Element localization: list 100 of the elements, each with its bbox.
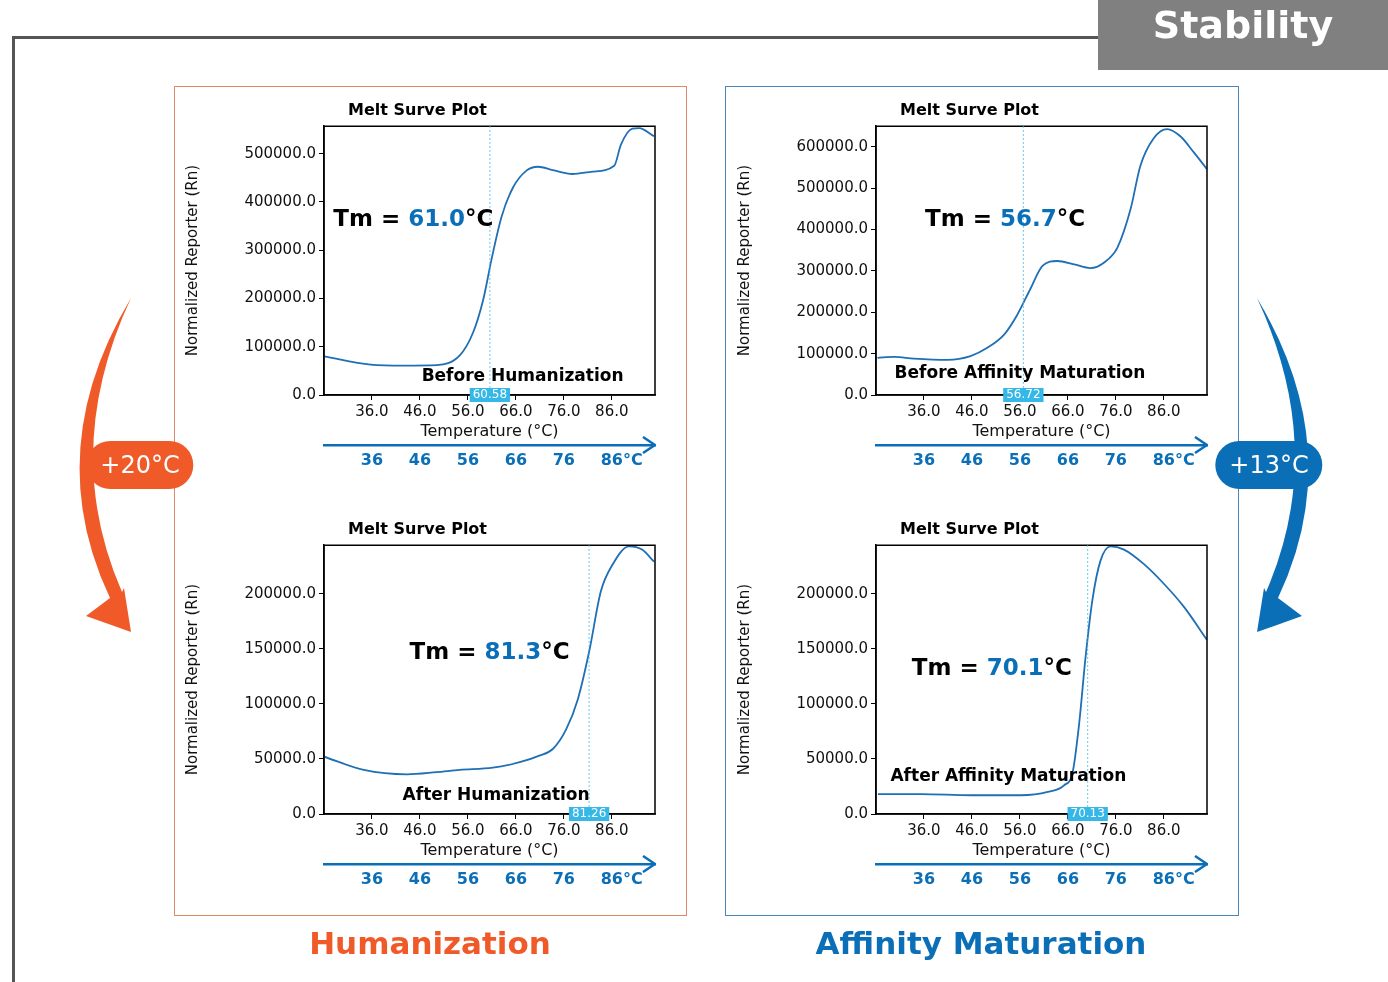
text: +13°C <box>1215 441 1323 489</box>
x-tick-label: 56.0 <box>1003 401 1037 420</box>
x-tick-label: 86.0 <box>1147 401 1181 420</box>
x2-tick-label: 56 <box>1008 869 1032 889</box>
line-series <box>876 128 1207 361</box>
annotation: Before Affinity Maturation <box>894 361 1146 382</box>
y-tick-label: 500000.0 <box>244 143 316 162</box>
x2-axis-title: °C <box>1174 450 1195 470</box>
x2-tick-label: 66 <box>504 869 528 889</box>
line-series <box>324 545 655 776</box>
y-tick-label: 0.0 <box>844 384 868 403</box>
chart-title: Melt Surve Plot <box>348 99 488 119</box>
x2-tick-label: 56 <box>1008 450 1032 470</box>
line-series <box>324 127 655 367</box>
x-axis-title: Temperature (°C) <box>971 420 1111 440</box>
x2-tick-label: 86 <box>600 450 623 470</box>
x-axis-title: Temperature (°C) <box>971 839 1111 859</box>
ref-line-label: 70.13 <box>1070 806 1105 821</box>
y-axis-title: Normalized Reporter (Rn) <box>182 583 201 776</box>
x-tick-label: 66.0 <box>1051 820 1085 839</box>
y-tick-label: 200000.0 <box>796 583 868 602</box>
y-axis-title: Normalized Reporter (Rn) <box>182 164 201 357</box>
x-tick-label: 46.0 <box>955 820 989 839</box>
ref-line-label: 56.72 <box>1006 387 1041 402</box>
y-tick-label: 0.0 <box>844 803 868 822</box>
x2-tick-label: 86 <box>600 869 623 889</box>
x2-tick-label: 66 <box>1056 450 1080 470</box>
x2-tick-label: 46 <box>408 869 432 889</box>
x2-tick-label: 36 <box>912 450 936 470</box>
x-tick-label: 36.0 <box>907 401 941 420</box>
y-tick-label: 100000.0 <box>244 336 316 355</box>
line-series <box>877 545 1207 797</box>
y-tick-label: 50000.0 <box>253 748 316 767</box>
chart-title: Melt Surve Plot <box>900 518 1040 538</box>
x2-tick-label: 86 <box>1152 450 1175 470</box>
x2-tick-label: 56 <box>456 869 480 889</box>
text: Affinity Maturation <box>815 925 1147 961</box>
y-tick-label: 500000.0 <box>796 178 868 197</box>
y-tick-label: 150000.0 <box>244 638 316 657</box>
x-tick-label: 86.0 <box>1147 820 1181 839</box>
annotation: Tm = 70.1°C <box>911 653 1072 680</box>
y-tick-label: 400000.0 <box>796 219 868 238</box>
x-tick-label: 46.0 <box>403 401 437 420</box>
ref-line-label: 81.26 <box>571 806 607 821</box>
x2-axis-title: °C <box>622 450 643 470</box>
ref-line-label: 60.58 <box>472 387 508 402</box>
chart-title: Melt Surve Plot <box>900 99 1040 119</box>
x-tick-label: 66.0 <box>499 401 533 420</box>
x-tick-label: 76.0 <box>547 401 581 420</box>
x-axis-title: Temperature (°C) <box>419 839 559 859</box>
annotation: After Humanization <box>402 783 590 804</box>
annotation: Tm = 81.3°C <box>409 637 570 664</box>
y-tick-label: 100000.0 <box>244 693 316 712</box>
x2-tick-label: 56 <box>456 450 480 470</box>
y-tick-label: 50000.0 <box>805 748 868 767</box>
y-tick-label: 300000.0 <box>244 240 316 259</box>
y-tick-label: 300000.0 <box>796 260 868 279</box>
x2-tick-label: 46 <box>960 450 984 470</box>
x2-tick-label: 66 <box>1056 869 1080 889</box>
x2-axis-title: °C <box>622 869 643 889</box>
y-axis-title: Normalized Reporter (Rn) <box>734 583 753 776</box>
x-tick-label: 36.0 <box>355 820 389 839</box>
x-tick-label: 56.0 <box>451 401 485 420</box>
x-tick-label: 66.0 <box>1051 401 1085 420</box>
x2-tick-label: 66 <box>504 450 528 470</box>
text: Stability <box>1098 0 1388 70</box>
x2-tick-label: 86 <box>1152 869 1175 889</box>
x-tick-label: 76.0 <box>1099 401 1133 420</box>
x-tick-label: 76.0 <box>547 820 581 839</box>
x-tick-label: 66.0 <box>499 820 533 839</box>
x2-tick-label: 36 <box>360 450 384 470</box>
x-tick-label: 86.0 <box>595 820 629 839</box>
y-tick-label: 0.0 <box>292 803 316 822</box>
y-tick-label: 150000.0 <box>796 638 868 657</box>
y-axis-title: Normalized Reporter (Rn) <box>734 164 753 357</box>
y-tick-label: 200000.0 <box>244 288 316 307</box>
annotation: Before Humanization <box>421 364 624 385</box>
y-tick-label: 400000.0 <box>244 191 316 210</box>
chart-title: Melt Surve Plot <box>348 518 488 538</box>
y-tick-label: 200000.0 <box>244 583 316 602</box>
x2-axis-title: °C <box>1174 869 1195 889</box>
y-tick-label: 600000.0 <box>796 136 868 155</box>
text: Humanization <box>309 925 551 961</box>
y-tick-label: 100000.0 <box>796 343 868 362</box>
y-tick-label: 200000.0 <box>796 302 868 321</box>
x2-tick-label: 36 <box>360 869 384 889</box>
annotation: Tm = 61.0°C <box>333 205 494 232</box>
x-axis-title: Temperature (°C) <box>419 420 559 440</box>
x2-tick-label: 46 <box>960 869 984 889</box>
x2-tick-label: 76 <box>552 450 575 470</box>
x-tick-label: 36.0 <box>907 820 941 839</box>
x2-tick-label: 76 <box>1104 869 1127 889</box>
y-tick-label: 0.0 <box>292 384 316 403</box>
x-tick-label: 46.0 <box>403 820 437 839</box>
annotation: Tm = 56.7°C <box>925 205 1086 232</box>
x-tick-label: 76.0 <box>1099 820 1133 839</box>
x-tick-label: 56.0 <box>451 820 485 839</box>
x2-tick-label: 76 <box>552 869 575 889</box>
y-tick-label: 100000.0 <box>796 693 868 712</box>
x-tick-label: 46.0 <box>955 401 989 420</box>
